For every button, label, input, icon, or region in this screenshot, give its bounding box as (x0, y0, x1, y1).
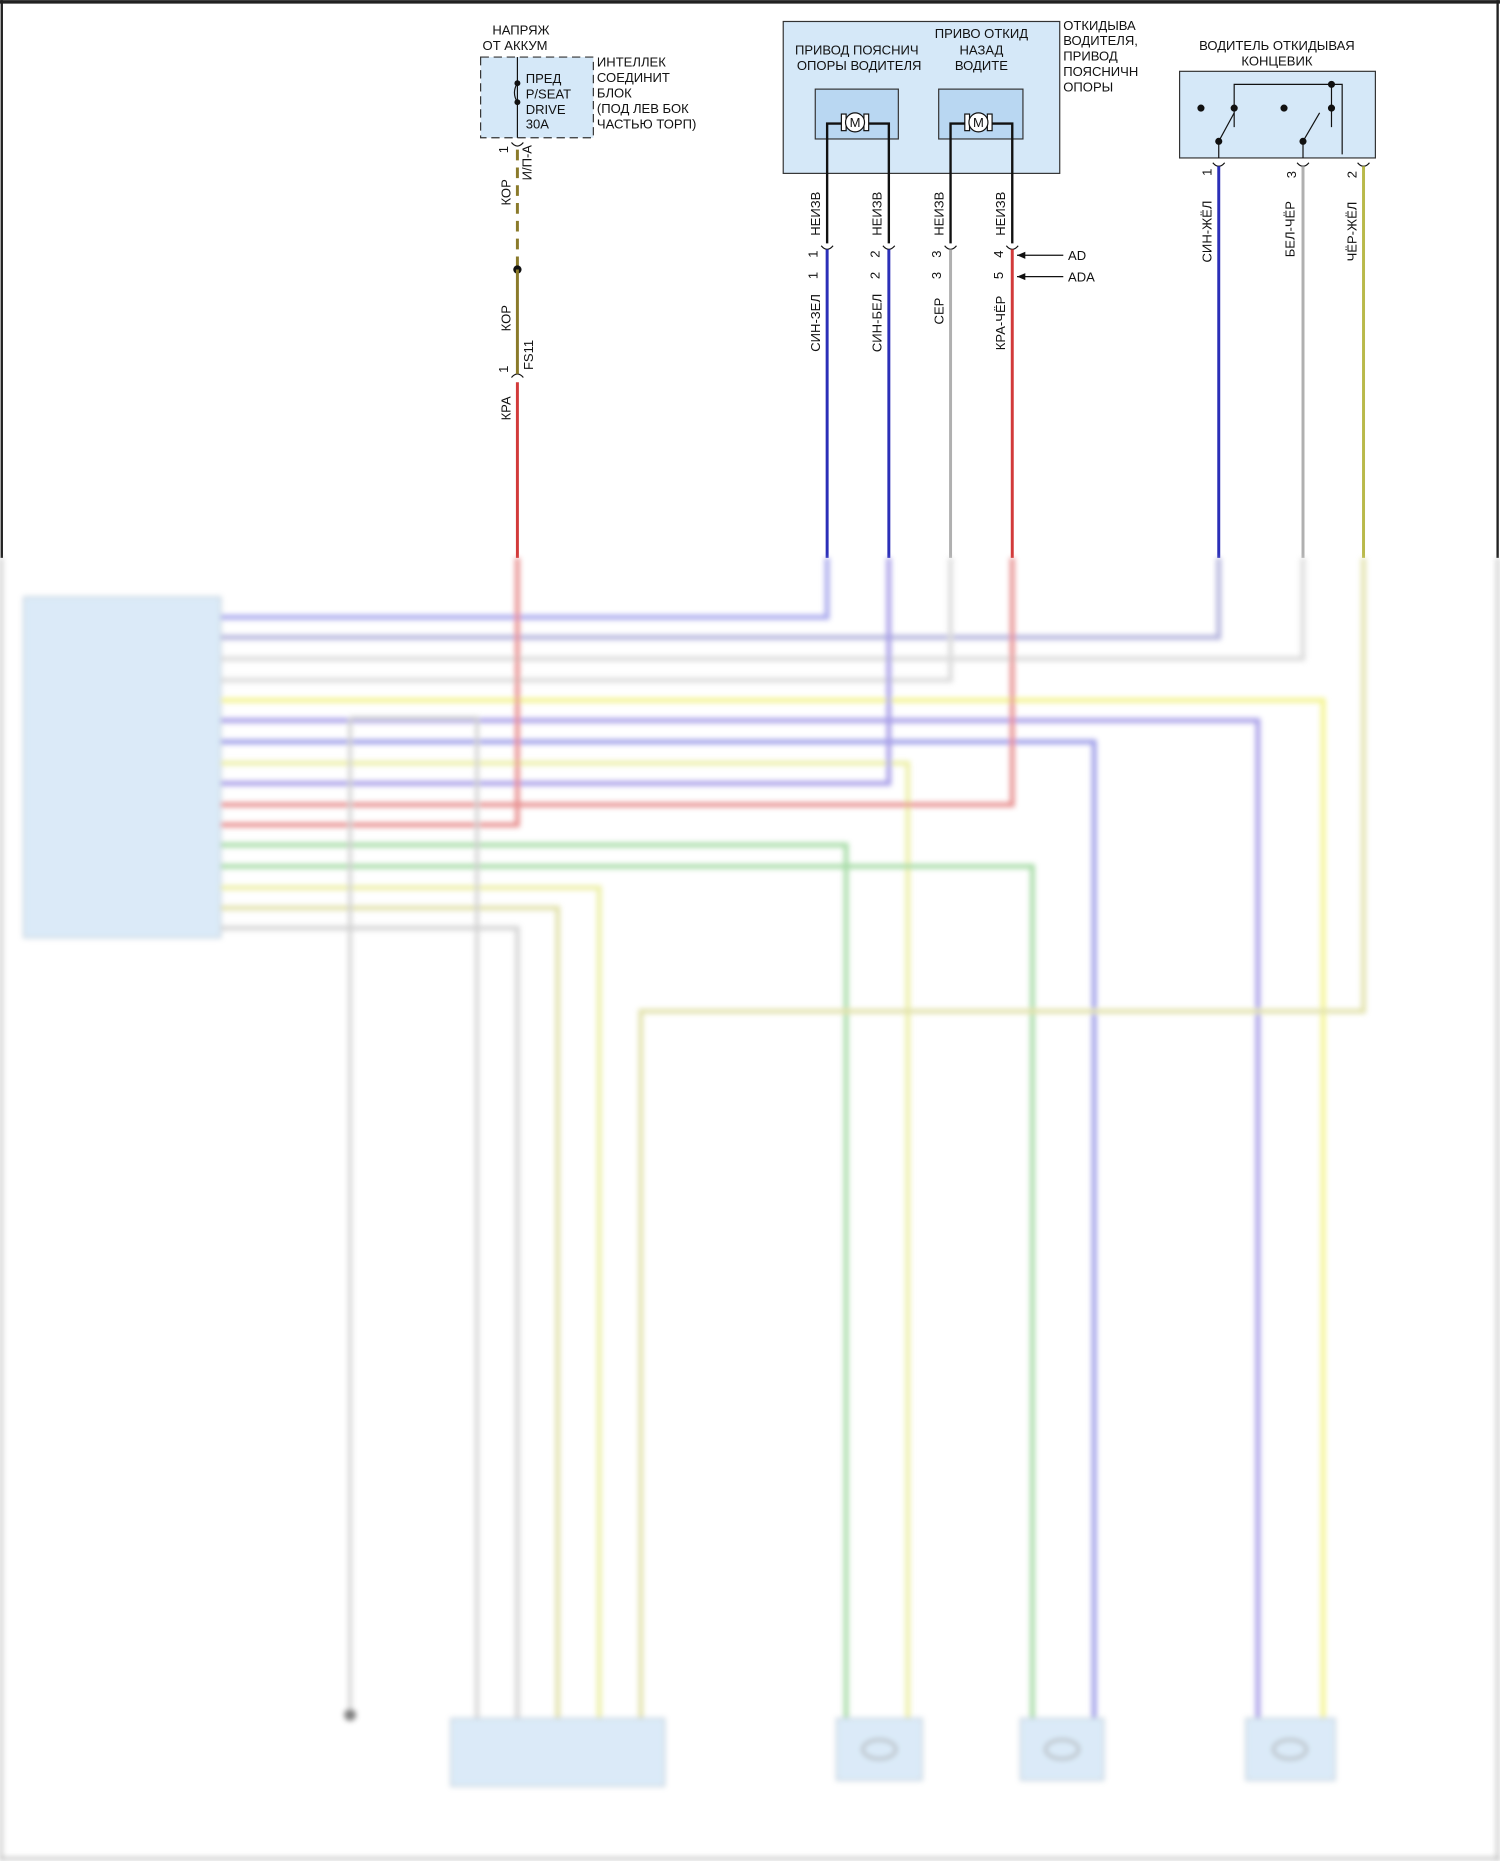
recline-title: НАЗАД (959, 43, 1003, 58)
switch-icon (1197, 80, 1343, 158)
fuse-label: 30A (526, 116, 550, 131)
junction-block-label: ИНТЕЛЛЕК (597, 55, 666, 70)
bottom-connector-box (450, 1717, 666, 1787)
battery-fuse: НАПРЯЖ ОТ АККУМ ПРЕД P/SEAT DRIVE 30A ИН… (480, 23, 696, 558)
wire-color-label: КОР (498, 179, 513, 206)
motor-label: M (973, 115, 984, 130)
battery-label-1: НАПРЯЖ (492, 23, 549, 38)
actuator-side-label: ОТКИДЫВА (1063, 18, 1136, 33)
control-module-box (23, 596, 222, 939)
pin-label: 2 (867, 250, 882, 257)
recline-title: ПРИВО ОТКИД (935, 26, 1029, 41)
bottom-motor-box (836, 1717, 923, 1781)
connector-label: FS11 (521, 340, 536, 370)
blurred-lower-diagram (0, 557, 1500, 1861)
pin-label: 1 (806, 272, 821, 279)
bottom-motor-box (1245, 1717, 1336, 1781)
pin-label: 1 (496, 366, 511, 373)
recline-switch: ВОДИТЕЛЬ ОТКИДЫВАЯ КОНЦЕВИК 1 3 2 СИН-ЖЁ… (1178, 38, 1376, 558)
switch-title: КОНЦЕВИК (1241, 53, 1312, 68)
pin-label: 2 (1344, 171, 1359, 178)
wire-color-label: СЕР (931, 297, 946, 324)
lumbar-title: ОПОРЫ ВОДИТЕЛЯ (797, 58, 922, 73)
junction-block-label: (ПОД ЛЕВ БОК (597, 101, 689, 116)
wire-color-label: КРА (498, 396, 513, 420)
motor-label: M (850, 115, 861, 130)
wire-label: НЕИЗВ (808, 191, 823, 235)
actuator-wire-1: НЕИЗВ 1 1 СИН-ЗЕЛ (806, 191, 834, 558)
fuse-label: P/SEAT (526, 87, 571, 102)
wire-color-label: КОР (498, 305, 513, 332)
lumbar-motor-icon: M (814, 88, 899, 244)
junction-block-label: СОЕДИНИТ (597, 70, 670, 85)
fuse-label: DRIVE (526, 102, 566, 117)
bottom-motor-box (1019, 1717, 1105, 1781)
wire-label: НЕИЗВ (870, 191, 885, 235)
actuator-side-label: ПОЯСНИЧН (1063, 64, 1138, 79)
actuator-wire-4: НЕИЗВ 4 5 КРА-ЧЁР AD ADA (991, 191, 1095, 558)
frame (0, 0, 1500, 558)
wire-label: НЕИЗВ (931, 191, 946, 235)
pin-label: 1 (806, 250, 821, 257)
actuator-side-label: ВОДИТЕЛЯ, (1063, 33, 1138, 48)
recline-title: ВОДИТЕ (955, 58, 1008, 73)
actuator-wire-3: НЕИЗВ 3 3 СЕР (929, 191, 957, 558)
wire-color-label: ЧЁР-ЖЁЛ (1344, 202, 1359, 262)
pin-label: 2 (867, 272, 882, 279)
pin-label: 3 (929, 250, 944, 257)
wire-color-label: СИН-БЕЛ (870, 294, 885, 352)
actuator-side-label: ОПОРЫ (1063, 79, 1113, 94)
wire-label: НЕИЗВ (993, 191, 1008, 235)
battery-label-2: ОТ АККУМ (483, 38, 548, 53)
junction-block-label: БЛОК (597, 85, 632, 100)
wire-color-label: СИН-ЗЕЛ (808, 294, 823, 352)
ref-label-ada: ADA (1068, 269, 1095, 284)
wire-color-label: КРА-ЧЁР (993, 295, 1008, 350)
pin-label: 3 (929, 272, 944, 279)
fuse-label: ПРЕД (526, 71, 562, 86)
connector-label: И/П-А (520, 145, 535, 181)
switch-title: ВОДИТЕЛЬ ОТКИДЫВАЯ (1199, 38, 1355, 53)
pin-label: 1 (1200, 169, 1215, 176)
pin-label: 4 (991, 250, 1006, 257)
actuator-side-label: ПРИВОД (1063, 49, 1118, 64)
actuator-assembly: ПРИВОД ПОЯСНИЧ ОПОРЫ ВОДИТЕЛЯ ПРИВО ОТКИ… (782, 18, 1138, 558)
pin-label: 3 (1284, 171, 1299, 178)
lumbar-title: ПРИВОД ПОЯСНИЧ (795, 43, 919, 58)
junction-block-box (480, 56, 594, 139)
actuator-wire-2: НЕИЗВ 2 2 СИН-БЕЛ (867, 191, 896, 558)
ref-label-ad: AD (1068, 248, 1086, 263)
junction-block-label: ЧАСТЬЮ ТОРП) (597, 116, 696, 131)
pin-label: 5 (991, 272, 1006, 279)
pin-label: 1 (496, 146, 511, 153)
wire-color-label: СИН-ЖЁЛ (1200, 201, 1215, 263)
recline-motor-icon: M (938, 88, 1024, 244)
wire-color-label: БЕЛ-ЧЁР (1283, 201, 1298, 258)
